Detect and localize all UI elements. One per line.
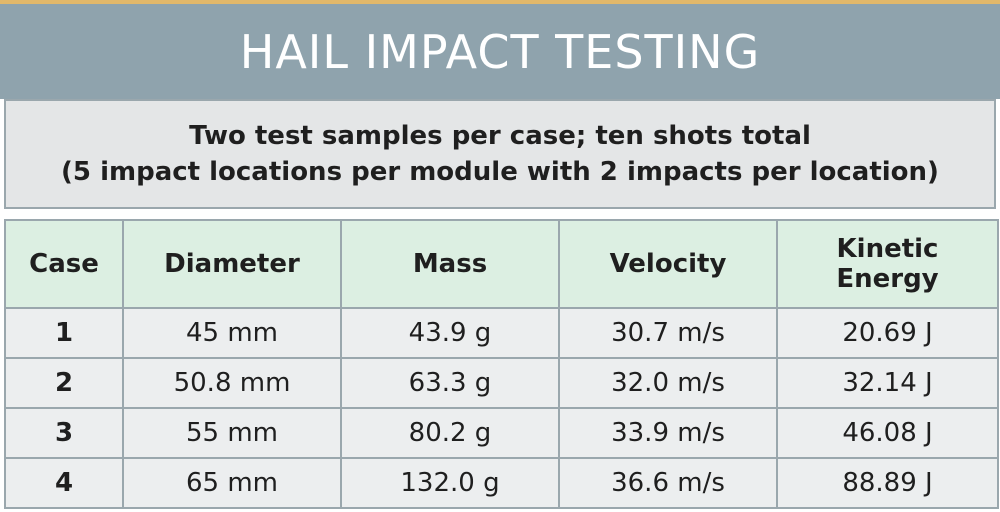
cell-velocity: 33.9 m/s <box>558 407 778 459</box>
page-title: HAIL IMPACT TESTING <box>239 24 761 79</box>
table-row: 4 65 mm 132.0 g 36.6 m/s 88.89 J <box>4 457 999 509</box>
column-header-label: Case <box>29 249 99 279</box>
page-header: HAIL IMPACT TESTING <box>0 4 1000 99</box>
column-header-label: Velocity <box>609 249 727 279</box>
column-header-velocity: Velocity <box>558 219 778 309</box>
hail-test-table: Case Diameter Mass Velocity Kinetic Ener… <box>4 219 999 509</box>
cell-case: 4 <box>4 457 124 509</box>
subtitle-line-1: Two test samples per case; ten shots tot… <box>189 121 811 151</box>
column-header-diameter: Diameter <box>122 219 342 309</box>
cell-kinetic-energy: 32.14 J <box>776 357 999 409</box>
column-header-label: Mass <box>412 249 488 279</box>
table-row: 2 50.8 mm 63.3 g 32.0 m/s 32.14 J <box>4 357 999 409</box>
subtitle-line-2: (5 impact locations per module with 2 im… <box>61 157 939 187</box>
cell-diameter: 65 mm <box>122 457 342 509</box>
column-header-label: Diameter <box>164 249 300 279</box>
cell-diameter: 50.8 mm <box>122 357 342 409</box>
cell-velocity: 36.6 m/s <box>558 457 778 509</box>
cell-velocity: 32.0 m/s <box>558 357 778 409</box>
cell-kinetic-energy: 46.08 J <box>776 407 999 459</box>
table-row: 3 55 mm 80.2 g 33.9 m/s 46.08 J <box>4 407 999 459</box>
cell-case: 2 <box>4 357 124 409</box>
cell-diameter: 45 mm <box>122 307 342 359</box>
cell-case: 3 <box>4 407 124 459</box>
column-header-mass: Mass <box>340 219 560 309</box>
cell-kinetic-energy: 88.89 J <box>776 457 999 509</box>
column-header-label: Kinetic <box>836 234 939 264</box>
cell-diameter: 55 mm <box>122 407 342 459</box>
subtitle-box: Two test samples per case; ten shots tot… <box>4 99 996 209</box>
cell-kinetic-energy: 20.69 J <box>776 307 999 359</box>
cell-velocity: 30.7 m/s <box>558 307 778 359</box>
cell-mass: 132.0 g <box>340 457 560 509</box>
cell-mass: 80.2 g <box>340 407 560 459</box>
table-row: 1 45 mm 43.9 g 30.7 m/s 20.69 J <box>4 307 999 359</box>
cell-mass: 63.3 g <box>340 357 560 409</box>
column-header-label: Energy <box>836 264 939 294</box>
column-header-kinetic-energy: Kinetic Energy <box>776 219 999 309</box>
cell-case: 1 <box>4 307 124 359</box>
column-header-case: Case <box>4 219 124 309</box>
table-header-row: Case Diameter Mass Velocity Kinetic Ener… <box>4 219 999 309</box>
accent-strip <box>0 0 1000 6</box>
cell-mass: 43.9 g <box>340 307 560 359</box>
